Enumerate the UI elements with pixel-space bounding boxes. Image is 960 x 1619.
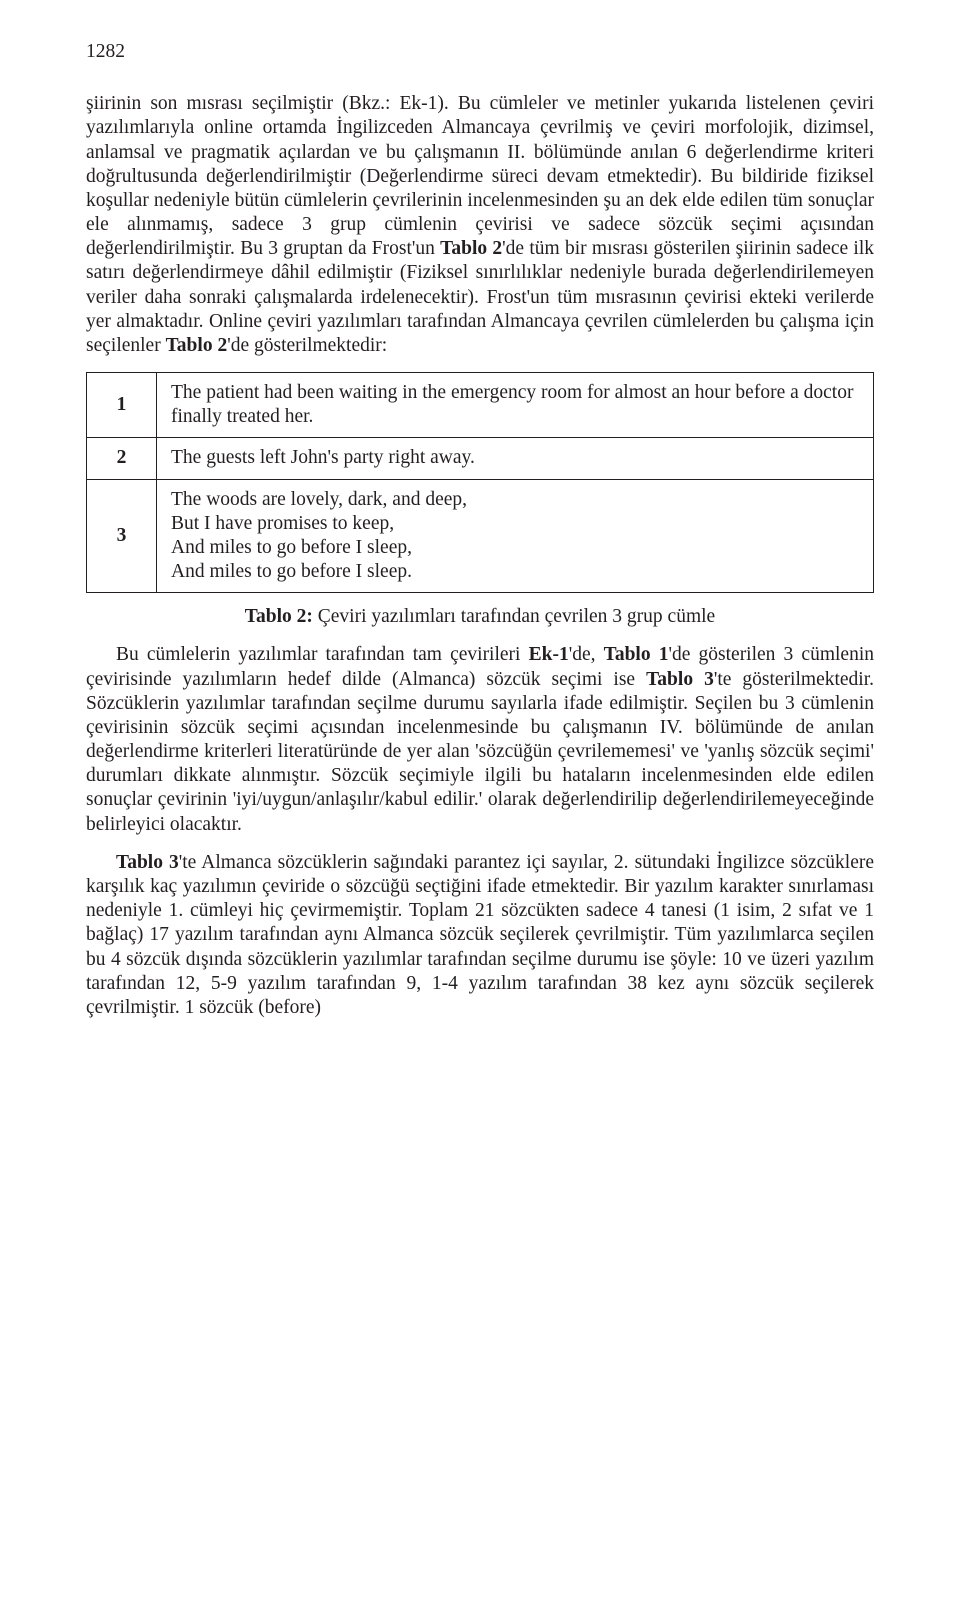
caption-text: Çeviri yazılımları tarafından çevrilen 3…: [318, 606, 715, 627]
text: 'te gösterilmektedir. Sözcüklerin yazılı…: [86, 669, 874, 835]
page-number: 1282: [86, 40, 874, 64]
bold-ref-tablo-2: Tablo 2: [440, 238, 502, 259]
table-2-caption: Tablo 2: Çeviri yazılımları tarafından ç…: [86, 605, 874, 629]
poem-line: And miles to go before I sleep,: [171, 536, 859, 560]
bold-ref-tablo-3: Tablo 3: [116, 852, 179, 873]
row-number: 3: [87, 479, 157, 593]
poem-line: The woods are lovely, dark, and deep,: [171, 488, 859, 512]
poem-line: And miles to go before I sleep.: [171, 560, 859, 584]
bold-ref-tablo-2: Tablo 2: [166, 335, 228, 356]
table-row: 1 The patient had been waiting in the em…: [87, 373, 874, 438]
text: 'de,: [569, 644, 604, 665]
row-text: The guests left John's party right away.: [157, 438, 874, 479]
paragraph-3: Tablo 3'te Almanca sözcüklerin sağındaki…: [86, 851, 874, 1020]
text: 'de gösterilmektedir:: [227, 335, 387, 356]
paragraph-1: şiirinin son mısrası seçilmiştir (Bkz.: …: [86, 92, 874, 358]
table-row: 3 The woods are lovely, dark, and deep, …: [87, 479, 874, 593]
row-poem: The woods are lovely, dark, and deep, Bu…: [157, 479, 874, 593]
bold-ref-tablo-3: Tablo 3: [646, 669, 714, 690]
row-number: 2: [87, 438, 157, 479]
row-number: 1: [87, 373, 157, 438]
table-row: 2 The guests left John's party right awa…: [87, 438, 874, 479]
table-2: 1 The patient had been waiting in the em…: [86, 372, 874, 593]
paragraph-2: Bu cümlelerin yazılımlar tarafından tam …: [86, 643, 874, 836]
caption-label: Tablo 2:: [245, 606, 318, 627]
bold-ref-tablo-1: Tablo 1: [604, 644, 669, 665]
poem-line: But I have promises to keep,: [171, 512, 859, 536]
row-text: The patient had been waiting in the emer…: [157, 373, 874, 438]
text: Bu cümlelerin yazılımlar tarafından tam …: [116, 644, 529, 665]
bold-ref-ek-1: Ek-1: [529, 644, 569, 665]
text: şiirinin son mısrası seçilmiştir (Bkz.: …: [86, 93, 874, 259]
text: 'te Almanca sözcüklerin sağındaki parant…: [86, 852, 874, 1018]
